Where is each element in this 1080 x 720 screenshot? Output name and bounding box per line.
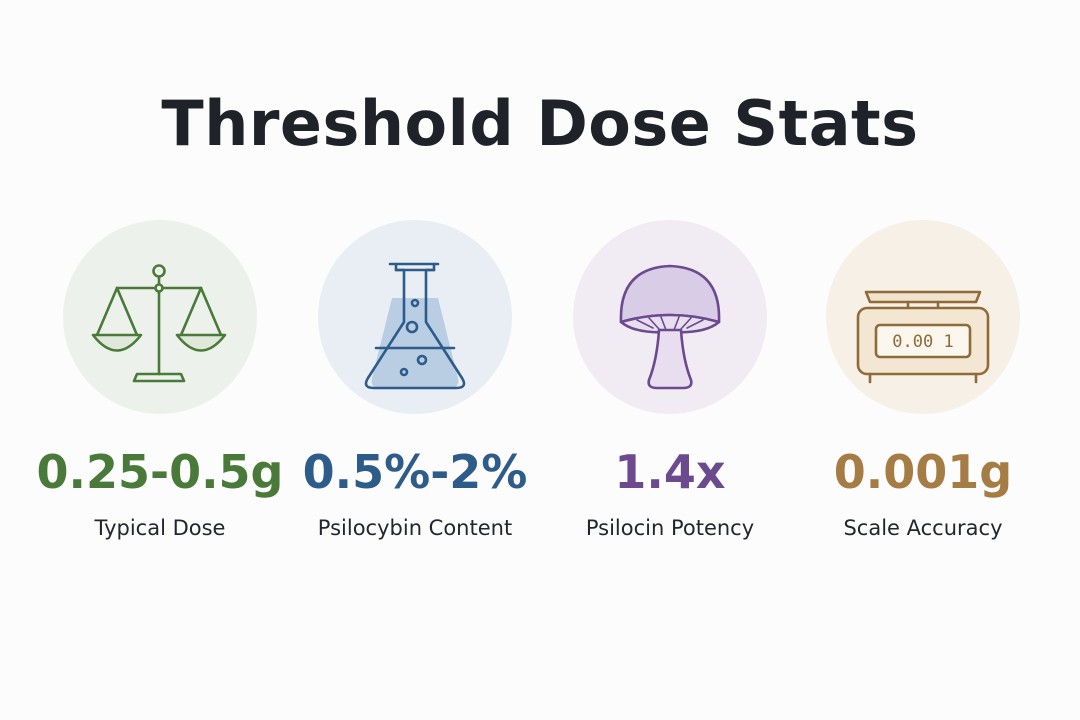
icon-circle: 0.00 1 xyxy=(826,220,1020,414)
scale-display-reading: 0.00 1 xyxy=(892,332,953,352)
stat-value: 0.5%-2% xyxy=(302,445,528,499)
stat-value: 1.4x xyxy=(614,445,726,499)
stat-card-typical-dose: 0.25-0.5g Typical Dose xyxy=(30,218,290,558)
stat-value: 0.25-0.5g xyxy=(36,445,284,499)
flask-icon xyxy=(364,262,466,390)
stat-label: Psilocin Potency xyxy=(585,516,755,540)
stat-label: Psilocybin Content xyxy=(317,516,513,540)
digital-scale-icon: 0.00 1 xyxy=(856,290,990,384)
stat-card-scale-accuracy: 0.00 1 0.001g Scale Accuracy xyxy=(793,218,1053,558)
mushroom-icon xyxy=(619,264,721,390)
stat-label: Scale Accuracy xyxy=(843,516,1003,540)
balance-scale-icon xyxy=(91,264,227,383)
stat-card-psilocin-potency: 1.4x Psilocin Potency xyxy=(540,218,800,558)
icon-circle xyxy=(573,220,767,414)
icon-circle xyxy=(318,220,512,414)
icon-circle xyxy=(63,220,257,414)
stat-label: Typical Dose xyxy=(94,516,226,540)
stat-card-psilocybin-content: 0.5%-2% Psilocybin Content xyxy=(285,218,545,558)
stat-value: 0.001g xyxy=(833,445,1013,499)
page-title: Threshold Dose Stats xyxy=(161,87,919,160)
